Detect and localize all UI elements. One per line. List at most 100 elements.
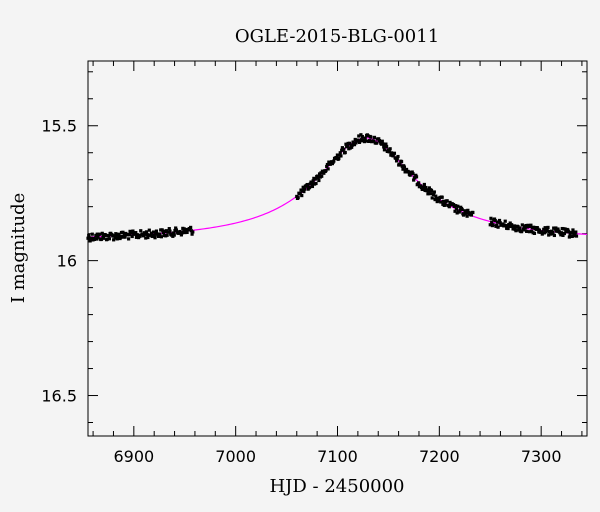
data-point: [427, 186, 431, 190]
data-point: [134, 235, 139, 239]
data-point: [320, 174, 324, 178]
data-point: [489, 216, 493, 220]
plot-area: [86, 60, 588, 437]
data-point: [491, 223, 495, 227]
data-point: [464, 211, 468, 215]
data-point: [523, 226, 527, 230]
data-point: [144, 236, 148, 240]
data-point: [398, 163, 402, 167]
data-point: [123, 235, 127, 239]
data-point: [335, 153, 339, 157]
data-point: [387, 150, 392, 154]
data-point: [437, 199, 441, 203]
data-point: [381, 142, 385, 146]
axis-ticks: [88, 61, 587, 436]
data-point: [133, 232, 137, 236]
data-point: [506, 226, 510, 231]
data-point: [102, 236, 106, 240]
y-tick-label: 16.5: [41, 387, 77, 406]
data-point: [429, 189, 434, 193]
x-tick-label: 7000: [215, 447, 256, 466]
data-point: [559, 231, 564, 235]
data-point: [574, 230, 578, 234]
data-point: [556, 227, 560, 231]
data-point: [395, 157, 399, 161]
data-point: [112, 234, 116, 238]
data-point: [551, 230, 555, 234]
data-point: [167, 227, 171, 231]
data-point: [382, 148, 387, 152]
data-point: [466, 208, 470, 212]
data-point: [131, 229, 135, 233]
data-point: [174, 226, 178, 230]
data-point: [171, 231, 176, 235]
data-point: [324, 168, 328, 173]
data-point: [490, 220, 494, 224]
y-axis-label: I magnitude: [8, 193, 29, 304]
data-point: [554, 226, 558, 230]
data-point: [112, 238, 116, 242]
data-point: [567, 230, 571, 234]
data-point: [300, 193, 304, 198]
data-point: [511, 227, 515, 231]
data-point: [121, 230, 125, 234]
data-point: [107, 237, 111, 241]
data-point: [179, 233, 183, 237]
data-point: [96, 235, 100, 239]
data-point: [384, 144, 389, 149]
data-point: [443, 202, 447, 206]
data-point: [325, 164, 329, 169]
data-point: [360, 134, 364, 139]
data-point: [495, 223, 499, 228]
data-point: [113, 236, 117, 240]
x-tick-label: 6900: [113, 447, 154, 466]
data-point: [311, 179, 315, 183]
data-point: [190, 232, 194, 236]
data-point: [322, 171, 326, 175]
data-point: [520, 230, 524, 234]
data-point: [408, 173, 412, 177]
data-point: [153, 236, 157, 240]
data-point: [315, 174, 320, 178]
data-point: [159, 235, 164, 239]
data-point: [302, 189, 306, 194]
data-point: [388, 147, 392, 151]
chart-title: OGLE-2015-BLG-0011: [235, 26, 439, 47]
data-point: [369, 135, 373, 139]
data-point: [345, 144, 349, 148]
data-point: [127, 237, 131, 241]
data-point: [144, 230, 149, 234]
data-point: [532, 231, 537, 235]
data-point: [563, 227, 567, 231]
data-point: [402, 165, 407, 169]
data-point: [332, 159, 336, 163]
data-point: [414, 175, 419, 179]
data-point: [469, 213, 474, 217]
data-point: [149, 231, 154, 235]
data-point: [434, 196, 439, 200]
data-point: [503, 219, 507, 223]
data-point: [352, 143, 357, 147]
data-point: [364, 139, 368, 143]
data-point: [88, 239, 92, 243]
data-point: [191, 230, 195, 234]
x-tick-label: 7200: [419, 447, 460, 466]
data-point: [375, 141, 379, 145]
data-point: [522, 228, 526, 232]
data-point: [174, 228, 178, 232]
data-point: [561, 233, 565, 237]
data-point: [143, 232, 147, 236]
data-point: [411, 172, 415, 176]
data-point: [456, 204, 460, 208]
data-point: [442, 199, 446, 203]
data-point: [399, 160, 404, 164]
data-point: [517, 226, 522, 230]
data-point: [529, 223, 533, 227]
data-point: [310, 181, 314, 186]
data-point: [427, 189, 431, 193]
data-point: [151, 230, 156, 234]
data-point: [308, 185, 312, 189]
data-point: [146, 235, 150, 240]
data-point: [448, 200, 452, 205]
